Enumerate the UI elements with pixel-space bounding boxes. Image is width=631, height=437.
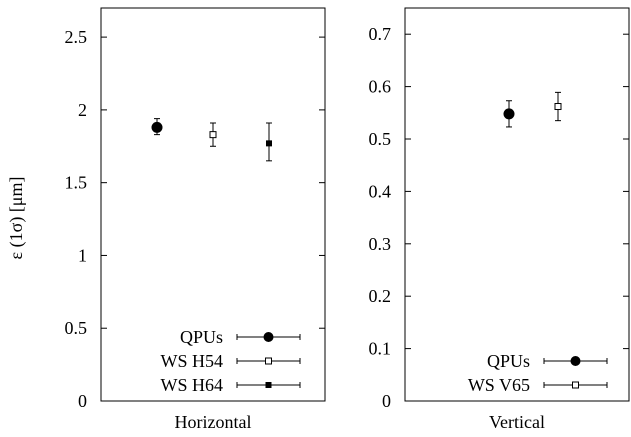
legend-entry: QPUs: [180, 327, 301, 347]
y-tick-label: 0.3: [369, 234, 392, 254]
legend-label: QPUs: [180, 327, 223, 347]
point-marker: [266, 140, 272, 147]
y-axis-title: ε (1σ) [μm]: [6, 177, 27, 260]
legend-marker: [265, 357, 272, 365]
y-tick-label: 0.2: [369, 286, 392, 306]
horizontal-panel: 0 0.5 1 1.5 2 2.5 Horizontal QPUs WS H54 WS H64: [65, 7, 326, 432]
legend-entry: QPUs: [487, 351, 608, 371]
y-tick-label: 1.5: [65, 173, 88, 193]
y-tick-label: 0.7: [369, 24, 392, 44]
legend-label: WS H54: [161, 351, 224, 371]
legend-marker: [263, 332, 274, 342]
plot-frame: [404, 7, 630, 402]
point-marker: [503, 108, 515, 120]
data-point-qpus: [503, 100, 515, 128]
legend-entry: WS V65: [468, 375, 608, 395]
point-marker: [554, 103, 562, 111]
data-point-ws-v65: [554, 91, 562, 122]
legend-label: QPUs: [487, 351, 530, 371]
legend-entry: WS H54: [161, 351, 301, 371]
point-marker: [151, 121, 163, 133]
y-tick-label: 0.5: [369, 129, 392, 149]
data-point-ws-h54: [209, 122, 217, 147]
x-axis-title: Vertical: [489, 412, 545, 432]
y-tick-label: 0.4: [369, 181, 392, 201]
y-tick-label: 1: [78, 245, 87, 265]
legend-marker: [265, 382, 272, 388]
legend-marker: [570, 356, 581, 366]
data-point-ws-h64: [266, 122, 272, 162]
y-tick-label: 0.6: [369, 77, 392, 97]
vertical-panel: 0 0.1 0.2 0.3 0.4 0.5 0.6 0.7 Vertical QPUs WS V65: [369, 7, 630, 432]
y-tick-label: 0: [78, 391, 87, 411]
legend-entry: WS H64: [161, 375, 301, 395]
data-point-qpus: [151, 118, 163, 136]
legend-label: WS V65: [468, 375, 530, 395]
y-tick-label: 0.1: [369, 339, 392, 359]
y-tick-label: 2: [78, 100, 87, 120]
point-marker: [209, 131, 217, 139]
y-tick-label: 0.5: [65, 318, 88, 338]
y-tick-label: 2.5: [65, 27, 88, 47]
x-axis-title: Horizontal: [175, 412, 252, 432]
legend-marker: [572, 381, 579, 389]
y-tick-label: 0: [382, 391, 391, 411]
plot-frame: [100, 7, 326, 402]
legend-label: WS H64: [161, 375, 224, 395]
